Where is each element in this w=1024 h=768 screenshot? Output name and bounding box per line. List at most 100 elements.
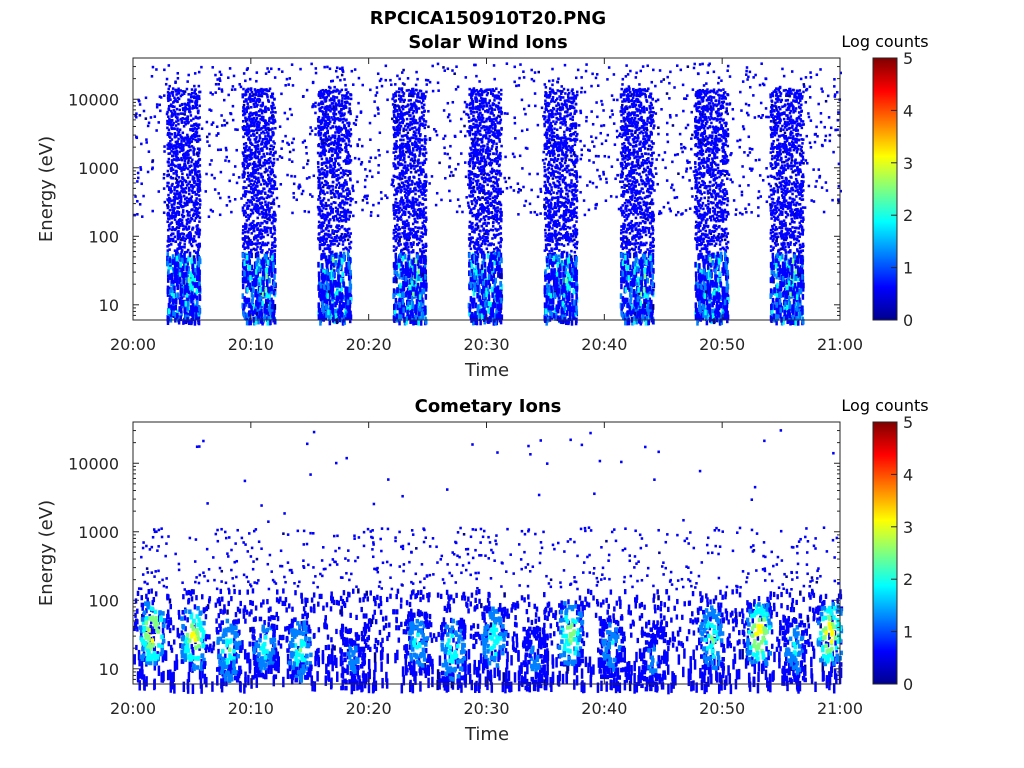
heatmap-cell — [273, 249, 277, 252]
heatmap-cell — [324, 115, 327, 119]
heatmap-cell — [177, 113, 180, 116]
heatmap-cell — [343, 139, 346, 142]
heatmap-cell — [188, 165, 191, 168]
heatmap-cell — [337, 101, 341, 104]
heatmap-cell — [253, 268, 256, 275]
heatmap-cell — [166, 94, 170, 97]
heatmap-cell — [591, 140, 594, 144]
heatmap-cell — [195, 295, 199, 302]
heatmap-cell — [260, 210, 264, 214]
heatmap-cell — [595, 185, 598, 189]
heatmap-cell — [582, 199, 586, 202]
heatmap-cell — [331, 250, 334, 254]
heatmap-cell — [533, 92, 537, 95]
heatmap-cell — [338, 163, 341, 167]
heatmap-cell — [198, 203, 202, 206]
heatmap-cell — [193, 319, 197, 326]
heatmap-cell — [457, 162, 460, 166]
heatmap-cell — [167, 108, 171, 111]
heatmap-cell — [519, 63, 522, 66]
heatmap-cell — [170, 259, 174, 266]
heatmap-cell — [344, 211, 348, 215]
heatmap-cell — [188, 141, 192, 145]
heatmap-cell — [190, 257, 194, 264]
heatmap-cell — [191, 189, 194, 193]
heatmap-cell — [335, 295, 339, 302]
heatmap-cell — [579, 175, 582, 179]
heatmap-cell — [224, 159, 227, 162]
heatmap-cell — [174, 140, 178, 144]
heatmap-cell — [346, 251, 350, 258]
heatmap-solar-wind — [133, 62, 843, 326]
heatmap-cell — [195, 106, 199, 110]
heatmap-cell — [337, 162, 340, 165]
heatmap-cell — [188, 240, 191, 244]
heatmap-cell — [443, 69, 446, 72]
heatmap-cell — [423, 140, 427, 143]
heatmap-cell — [262, 88, 266, 91]
heatmap-cell — [173, 298, 177, 304]
heatmap-cell — [346, 132, 349, 135]
heatmap-cell — [198, 233, 201, 236]
heatmap-cell — [413, 133, 417, 137]
heatmap-cell — [136, 171, 140, 175]
heatmap-cell — [259, 224, 262, 228]
heatmap-cell — [317, 115, 321, 119]
heatmap-cell — [196, 177, 199, 181]
heatmap-cell — [320, 239, 324, 242]
heatmap-cell — [247, 262, 250, 269]
heatmap-cell — [339, 166, 343, 170]
heatmap-cell — [267, 310, 270, 317]
heatmap-cell — [270, 246, 274, 250]
heatmap-cell — [254, 224, 257, 228]
heatmap-cell — [348, 203, 352, 207]
heatmap-cell — [163, 200, 167, 204]
heatmap-cell — [250, 200, 253, 204]
heatmap-cell — [188, 173, 192, 176]
heatmap-cell — [295, 198, 298, 202]
heatmap-cell — [544, 191, 547, 195]
heatmap-cell — [611, 113, 614, 116]
heatmap-cell — [179, 179, 182, 183]
heatmap-cell — [272, 121, 275, 125]
heatmap-cell — [809, 146, 813, 149]
heatmap-cell — [252, 99, 255, 103]
heatmap-cell — [230, 88, 234, 91]
heatmap-cell — [264, 119, 267, 123]
heatmap-cell — [248, 117, 251, 120]
heatmap-cell — [251, 162, 255, 166]
heatmap-cell — [348, 305, 351, 311]
heatmap-cell — [328, 67, 332, 71]
heatmap-cell — [329, 163, 332, 167]
heatmap-cell — [380, 84, 384, 88]
heatmap-cell — [167, 157, 171, 161]
heatmap-cell — [369, 138, 372, 141]
heatmap-cell — [183, 258, 186, 264]
heatmap-cell — [290, 113, 293, 117]
heatmap-cell — [678, 132, 682, 136]
heatmap-cell — [323, 161, 327, 164]
heatmap-cell — [324, 247, 327, 250]
heatmap-cell — [250, 286, 253, 292]
heatmap-cell — [263, 110, 267, 114]
heatmap-cell — [186, 274, 190, 281]
heatmap-cell — [185, 287, 189, 293]
heatmap-cell — [173, 228, 177, 231]
heatmap-cell — [520, 129, 524, 133]
heatmap-cell — [652, 68, 655, 72]
heatmap-cell — [183, 159, 187, 163]
heatmap-cell — [612, 122, 616, 125]
heatmap-cell — [197, 97, 200, 100]
heatmap-cell — [269, 160, 272, 163]
heatmap-cell — [328, 254, 331, 261]
heatmap-cell — [342, 107, 345, 110]
heatmap-cell — [255, 260, 258, 267]
heatmap-cell — [243, 172, 246, 176]
heatmap-cell — [251, 167, 255, 170]
heatmap-cell — [185, 166, 188, 170]
heatmap-cell — [176, 233, 180, 236]
heatmap-cell — [170, 228, 174, 232]
heatmap-cell — [334, 309, 337, 316]
heatmap-cell — [320, 110, 324, 113]
heatmap-cell — [271, 191, 274, 195]
